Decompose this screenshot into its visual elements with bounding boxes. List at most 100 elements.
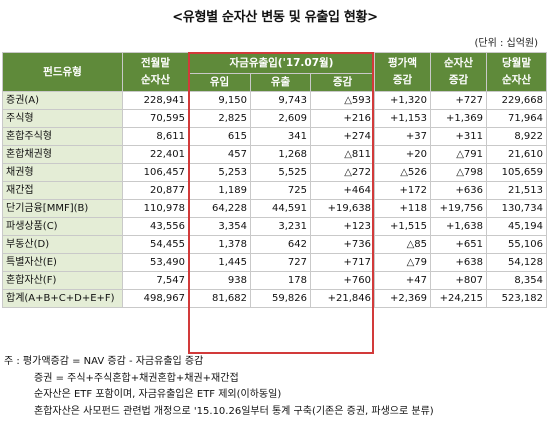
fund-type-cell: 증권(A) [2,91,123,110]
prev-month-cell: 43,556 [122,217,189,236]
net-flow-cell: +216 [310,109,375,128]
current-month-cell: 45,194 [486,217,547,236]
fund-type-cell: 혼합주식형 [2,127,123,146]
net-flow-cell: +760 [310,271,375,290]
table-row: 혼합자산(F) 7,547 938 178 +760 +47 +807 8,354 [2,271,547,290]
valuation-cell: +20 [374,145,431,164]
current-month-cell: 8,354 [486,271,547,290]
outflow-cell: 725 [250,181,311,200]
current-month-cell: 55,106 [486,235,547,254]
valuation-cell: +1,515 [374,217,431,236]
net-asset-change-cell: +19,756 [430,199,487,218]
prev-month-cell: 70,595 [122,109,189,128]
valuation-cell: △85 [374,235,431,254]
header-inflow: 유입 [188,73,251,92]
prev-month-cell: 106,457 [122,163,189,182]
net-asset-change-cell: +24,215 [430,289,487,308]
outflow-cell: 59,826 [250,289,311,308]
current-month-cell: 8,922 [486,127,547,146]
net-asset-change-cell: +651 [430,235,487,254]
header-net-asset-change: 순자산 증감 [430,52,487,92]
fund-flow-table: 펀드유형 전월말 순자산 자금유출입('17.07월) 평가액 증감 순자산 증… [2,52,547,308]
fund-type-cell: 채권형 [2,163,123,182]
prev-month-cell: 110,978 [122,199,189,218]
fund-type-cell: 재간접 [2,181,123,200]
fund-type-cell: 특별자산(E) [2,253,123,272]
outflow-cell: 178 [250,271,311,290]
net-asset-change-cell: +807 [430,271,487,290]
header-flow-group: 자금유출입('17.07월) [188,52,375,74]
inflow-cell: 938 [188,271,251,290]
outflow-cell: 44,591 [250,199,311,218]
net-asset-change-cell: +1,638 [430,217,487,236]
table-row: 재간접 20,877 1,189 725 +464 +172 +636 21,513 [2,181,547,200]
outflow-cell: 341 [250,127,311,146]
valuation-cell: +118 [374,199,431,218]
table-row: 파생상품(C) 43,556 3,354 3,231 +123 +1,515 +1,638 4… [2,217,547,236]
inflow-cell: 457 [188,145,251,164]
outflow-cell: 642 [250,235,311,254]
fund-type-cell: 혼합자산(F) [2,271,123,290]
header-fund-type: 펀드유형 [2,52,123,92]
note-line: 혼합자산은 사모펀드 관련법 개정으로 '15.10.26일부터 통계 구축(기… [34,405,434,417]
current-month-cell: 229,668 [486,91,547,110]
current-month-cell: 130,734 [486,199,547,218]
note-line: 주 : 평가액증감 = NAV 증감 - 자금유출입 증감 [4,356,204,367]
prev-month-cell: 498,967 [122,289,189,308]
header-prev-month-line2: 순자산 [141,74,170,86]
outflow-cell: 9,743 [250,91,311,110]
net-asset-change-cell: +636 [430,181,487,200]
prev-month-cell: 8,611 [122,127,189,146]
header-prev-month: 전월말 순자산 [122,52,189,92]
current-month-cell: 54,128 [486,253,547,272]
header-cur-line1: 당월말 [502,57,531,69]
notes: 주 : 평가액증감 = NAV 증감 - 자금유출입 증감 증권 = 주식+주식… [4,354,434,420]
net-asset-change-cell: +727 [430,91,487,110]
prev-month-cell: 53,490 [122,253,189,272]
header-outflow: 유출 [250,73,311,92]
net-asset-change-cell: +1,369 [430,109,487,128]
prev-month-cell: 22,401 [122,145,189,164]
inflow-cell: 1,445 [188,253,251,272]
current-month-cell: 21,513 [486,181,547,200]
header-nac-line1: 순자산 [444,57,473,69]
valuation-cell: +47 [374,271,431,290]
prev-month-cell: 7,547 [122,271,189,290]
table-row: 부동산(D) 54,455 1,378 642 +736 △85 +651 55,106 [2,235,547,254]
prev-month-cell: 228,941 [122,91,189,110]
header-valuation-line1: 평가액 [388,57,417,69]
valuation-cell: △526 [374,163,431,182]
net-flow-cell: △811 [310,145,375,164]
current-month-cell: 523,182 [486,289,547,308]
valuation-cell: +1,320 [374,91,431,110]
prev-month-cell: 20,877 [122,181,189,200]
valuation-cell: +37 [374,127,431,146]
current-month-cell: 71,964 [486,109,547,128]
inflow-cell: 1,189 [188,181,251,200]
inflow-cell: 64,228 [188,199,251,218]
table-row: 단기금융[MMF](B) 110,978 64,228 44,591 +19,638 +1… [2,199,547,218]
valuation-cell: +2,369 [374,289,431,308]
outflow-cell: 3,231 [250,217,311,236]
net-flow-cell: +736 [310,235,375,254]
inflow-cell: 5,253 [188,163,251,182]
table-row: 채권형 106,457 5,253 5,525 △272 △526 △798 105,659 [2,163,547,182]
table-row: 합계(A+B+C+D+E+F) 498,967 81,682 59,826 +21,84… [2,289,547,308]
net-flow-cell: +19,638 [310,199,375,218]
inflow-cell: 9,150 [188,91,251,110]
valuation-cell: +172 [374,181,431,200]
table-row: 혼합주식형 8,611 615 341 +274 +37 +311 8,922 [2,127,547,146]
outflow-cell: 727 [250,253,311,272]
table-row: 주식형 70,595 2,825 2,609 +216 +1,153 +1,369 71,96… [2,109,547,128]
valuation-cell: +1,153 [374,109,431,128]
inflow-cell: 615 [188,127,251,146]
note-line: 순자산은 ETF 포함이며, 자금유출입은 ETF 제외(이하동일) [34,389,282,400]
inflow-cell: 3,354 [188,217,251,236]
table-row: 혼합채권형 22,401 457 1,268 △811 +20 △791 21,610 [2,145,547,164]
net-asset-change-cell: △791 [430,145,487,164]
net-asset-change-cell: +311 [430,127,487,146]
fund-type-cell: 합계(A+B+C+D+E+F) [2,289,123,308]
net-flow-cell: +717 [310,253,375,272]
current-month-cell: 21,610 [486,145,547,164]
net-flow-cell: +123 [310,217,375,236]
